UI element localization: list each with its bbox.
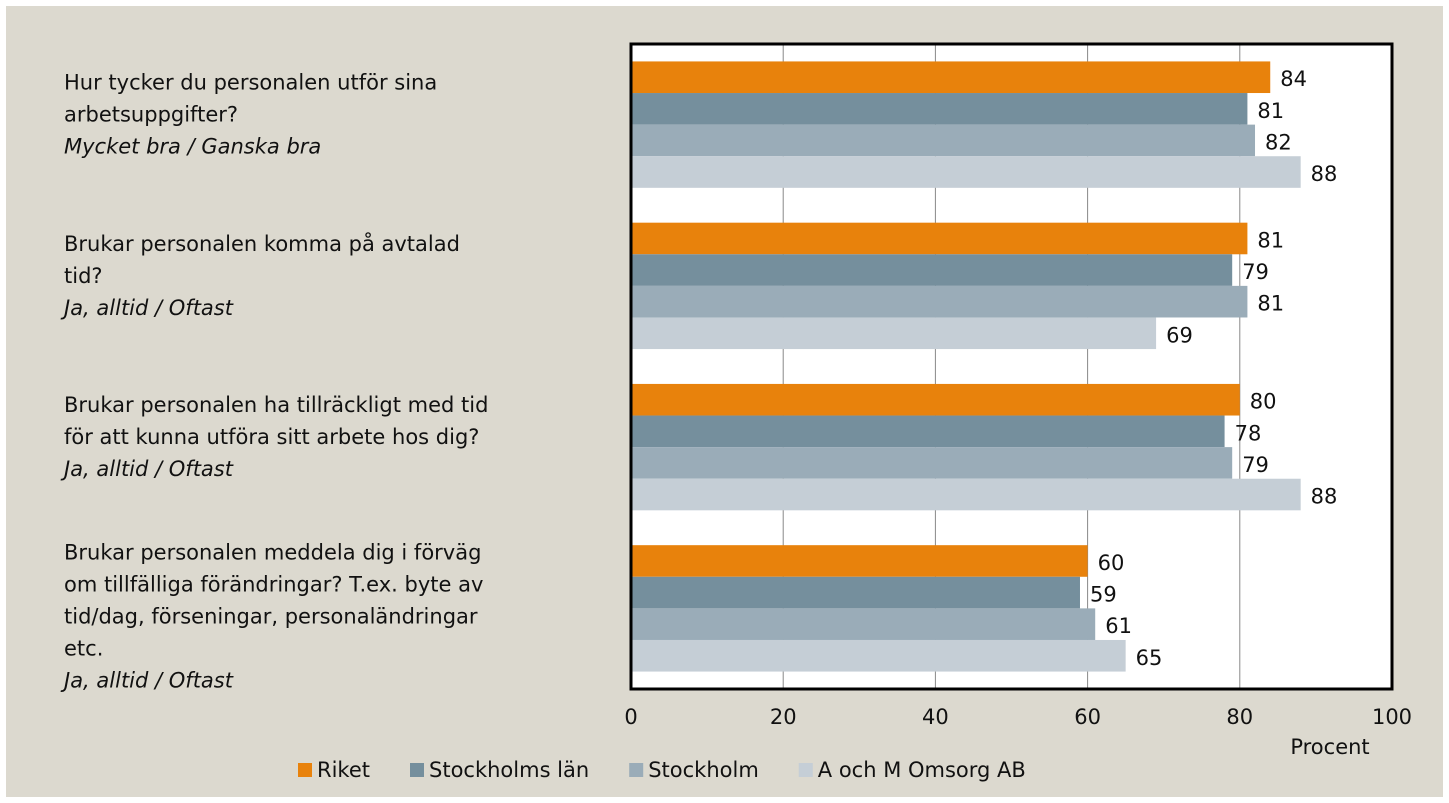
x-tick-label: 20 <box>770 705 797 729</box>
category-label: Brukar personalen ha tillräckligt med ti… <box>64 393 488 417</box>
category-note: Ja, alltid / Oftast <box>60 668 234 692</box>
value-label: 88 <box>1311 162 1338 186</box>
category-note: Ja, alltid / Oftast <box>60 457 234 481</box>
category-label: arbetsuppgifter? <box>64 103 238 127</box>
value-label: 80 <box>1250 390 1277 414</box>
bar <box>631 576 1080 609</box>
category-label: Brukar personalen komma på avtalad <box>64 231 460 256</box>
value-label: 88 <box>1311 485 1338 509</box>
bar <box>631 222 1248 255</box>
value-label: 65 <box>1136 646 1163 670</box>
category-label: för att kunna utföra sitt arbete hos dig… <box>64 425 479 449</box>
x-tick-label: 40 <box>922 705 949 729</box>
value-label: 59 <box>1090 583 1117 607</box>
bar <box>631 608 1096 640</box>
category-label: tid/dag, förseningar, personaländringar <box>64 604 478 628</box>
bar <box>631 545 1088 577</box>
legend-label: Stockholms län <box>429 758 589 782</box>
x-tick-label: 0 <box>624 705 637 729</box>
category-label: Hur tycker du personalen utför sina <box>64 71 437 95</box>
value-label: 61 <box>1105 614 1132 638</box>
bar <box>631 447 1233 479</box>
x-tick-label: 100 <box>1372 705 1412 729</box>
category-note: Mycket bra / Ganska bra <box>64 135 321 159</box>
plot-border <box>629 42 1394 691</box>
value-label: 84 <box>1280 67 1307 91</box>
value-label: 79 <box>1242 453 1269 477</box>
bar <box>631 317 1157 350</box>
value-label: 78 <box>1235 421 1262 445</box>
bar <box>631 124 1256 157</box>
bar <box>631 61 1271 94</box>
legend-label: Stockholm <box>648 758 759 782</box>
value-label: 79 <box>1242 260 1269 284</box>
bar <box>631 156 1301 188</box>
legend-label: A och M Omsorg AB <box>818 758 1026 782</box>
bar <box>631 254 1233 286</box>
value-label: 81 <box>1257 292 1284 316</box>
bar <box>631 639 1126 672</box>
value-label: 82 <box>1265 130 1292 154</box>
x-tick-label: 80 <box>1226 705 1253 729</box>
bar <box>631 285 1248 318</box>
bar <box>631 415 1225 448</box>
bar <box>631 383 1240 416</box>
x-tick-label: 60 <box>1074 705 1101 729</box>
category-label: om tillfälliga förändringar? T.ex. byte … <box>64 572 483 596</box>
category-label: Brukar personalen meddela dig i förväg <box>64 540 481 564</box>
legend-swatch <box>410 763 424 777</box>
category-label: tid? <box>64 264 103 288</box>
bar <box>631 478 1301 511</box>
value-label: 60 <box>1098 551 1125 575</box>
legend-swatch <box>798 763 813 777</box>
legend-swatch <box>298 763 312 777</box>
value-label: 81 <box>1257 99 1284 123</box>
legend-label: Riket <box>317 758 370 782</box>
value-label: 81 <box>1257 228 1284 252</box>
value-label: 69 <box>1166 323 1193 347</box>
legend-swatch <box>629 763 644 777</box>
category-note: Ja, alltid / Oftast <box>60 296 234 320</box>
bar <box>631 93 1248 125</box>
category-label: etc. <box>64 636 103 660</box>
x-axis-label: Procent <box>1290 735 1369 759</box>
